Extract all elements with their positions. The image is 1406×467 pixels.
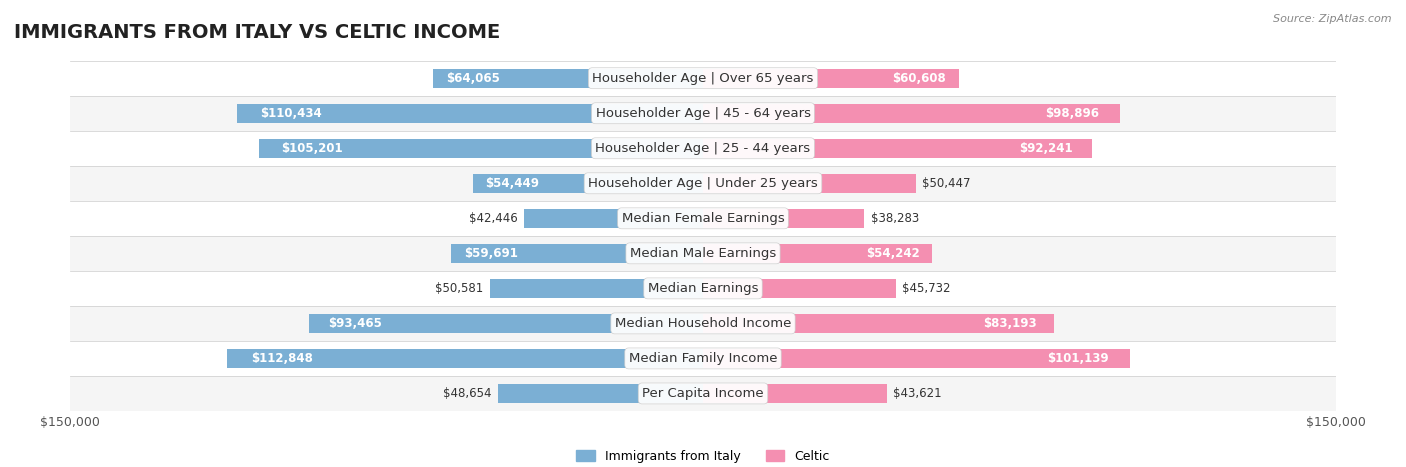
Text: $110,434: $110,434 <box>260 107 322 120</box>
Bar <box>703 279 896 298</box>
Text: $112,848: $112,848 <box>250 352 312 365</box>
Text: $45,732: $45,732 <box>903 282 950 295</box>
Text: $50,447: $50,447 <box>922 177 970 190</box>
Text: $101,139: $101,139 <box>1046 352 1108 365</box>
Bar <box>259 139 703 158</box>
Text: $105,201: $105,201 <box>281 142 343 155</box>
Bar <box>70 236 1336 271</box>
Bar <box>70 376 1336 411</box>
Bar <box>226 349 703 368</box>
Text: $98,896: $98,896 <box>1045 107 1099 120</box>
Text: Householder Age | Under 25 years: Householder Age | Under 25 years <box>588 177 818 190</box>
Bar <box>70 306 1336 341</box>
Bar <box>70 341 1336 376</box>
Bar <box>70 131 1336 166</box>
Bar <box>309 314 703 333</box>
Bar <box>703 349 1129 368</box>
Bar <box>474 174 703 193</box>
Text: Median Family Income: Median Family Income <box>628 352 778 365</box>
Text: $64,065: $64,065 <box>446 72 501 85</box>
Text: $48,654: $48,654 <box>443 387 492 400</box>
Bar <box>70 271 1336 306</box>
Text: $42,446: $42,446 <box>468 212 517 225</box>
Text: $83,193: $83,193 <box>983 317 1036 330</box>
Text: IMMIGRANTS FROM ITALY VS CELTIC INCOME: IMMIGRANTS FROM ITALY VS CELTIC INCOME <box>14 23 501 42</box>
Text: Median Female Earnings: Median Female Earnings <box>621 212 785 225</box>
Bar <box>703 244 932 263</box>
Bar <box>703 69 959 88</box>
Text: Median Earnings: Median Earnings <box>648 282 758 295</box>
Bar <box>703 384 887 403</box>
Text: $54,449: $54,449 <box>485 177 538 190</box>
Text: $93,465: $93,465 <box>329 317 382 330</box>
Bar <box>70 201 1336 236</box>
Text: $38,283: $38,283 <box>870 212 920 225</box>
Bar <box>238 104 703 123</box>
Bar <box>70 61 1336 96</box>
Bar <box>703 139 1092 158</box>
Bar <box>524 209 703 228</box>
Text: $54,242: $54,242 <box>866 247 921 260</box>
Text: Median Male Earnings: Median Male Earnings <box>630 247 776 260</box>
Text: Householder Age | 25 - 44 years: Householder Age | 25 - 44 years <box>595 142 811 155</box>
Text: Per Capita Income: Per Capita Income <box>643 387 763 400</box>
Text: $59,691: $59,691 <box>464 247 517 260</box>
Text: $60,608: $60,608 <box>893 72 946 85</box>
Text: Householder Age | 45 - 64 years: Householder Age | 45 - 64 years <box>596 107 810 120</box>
Bar <box>70 96 1336 131</box>
Bar <box>703 209 865 228</box>
Text: Householder Age | Over 65 years: Householder Age | Over 65 years <box>592 72 814 85</box>
Text: $43,621: $43,621 <box>893 387 942 400</box>
Bar <box>703 314 1054 333</box>
Bar <box>498 384 703 403</box>
Text: Source: ZipAtlas.com: Source: ZipAtlas.com <box>1274 14 1392 24</box>
Legend: Immigrants from Italy, Celtic: Immigrants from Italy, Celtic <box>571 445 835 467</box>
Text: $92,241: $92,241 <box>1019 142 1073 155</box>
Bar <box>703 104 1121 123</box>
Text: $50,581: $50,581 <box>434 282 484 295</box>
Bar <box>489 279 703 298</box>
Text: Median Household Income: Median Household Income <box>614 317 792 330</box>
Bar <box>70 166 1336 201</box>
Bar <box>451 244 703 263</box>
Bar <box>433 69 703 88</box>
Bar <box>703 174 915 193</box>
